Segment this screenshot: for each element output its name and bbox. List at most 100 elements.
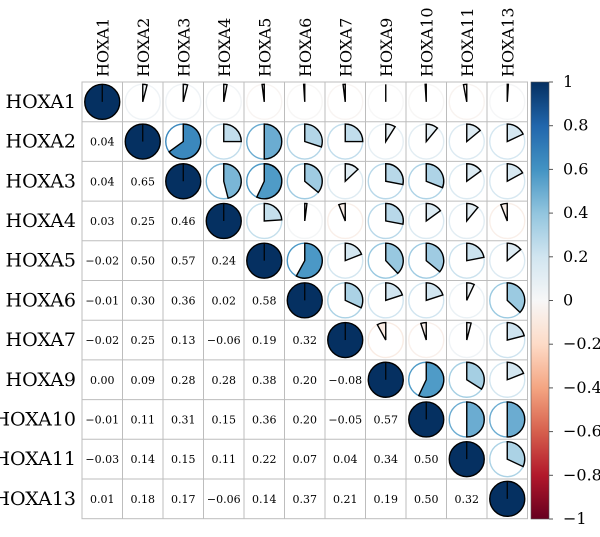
- pie-cell: [408, 202, 445, 240]
- colorbar-tick-label: 0.4: [563, 203, 588, 222]
- pie-slice: [466, 163, 482, 183]
- cell-value: 0.17: [171, 493, 196, 506]
- cell-value: 0.50: [131, 255, 156, 268]
- row-label: HOXA13: [0, 488, 76, 510]
- pie-slice: [263, 202, 283, 222]
- column-label: HOXA11: [458, 7, 477, 77]
- cell-value: −0.03: [85, 453, 119, 466]
- pie-slice: [506, 83, 510, 102]
- pie-cell: [327, 202, 364, 240]
- pie-slice: [466, 202, 479, 223]
- pie-cell: [367, 83, 404, 121]
- pie-slice: [506, 361, 525, 381]
- pie-cell: [327, 83, 364, 121]
- cell-value: 0.22: [252, 453, 277, 466]
- pie-slice: [499, 202, 508, 222]
- pie-cell: [165, 123, 202, 160]
- pie-cell: [448, 202, 485, 240]
- pie-cell: [327, 123, 364, 160]
- cell-value: 0.32: [455, 493, 480, 506]
- pie-cell: [367, 321, 404, 359]
- row-label: HOXA7: [6, 329, 76, 351]
- pie-cell: [408, 242, 445, 279]
- cell-value: 0.15: [171, 453, 196, 466]
- pie-cell: [448, 401, 485, 438]
- pie-cell: [448, 242, 485, 279]
- cell-value: 0.11: [131, 413, 156, 426]
- pie-slice: [424, 83, 427, 102]
- pie-cell: [246, 163, 283, 200]
- pie-slice: [385, 163, 404, 186]
- colorbar-tick-label: −0.6: [563, 422, 600, 441]
- pie-slice: [223, 163, 242, 200]
- pie-slice: [223, 123, 242, 143]
- cell-value: 0.34: [374, 453, 399, 466]
- cell-value: 0.13: [171, 334, 196, 347]
- pie-slice: [425, 202, 442, 223]
- pie-slice: [466, 242, 485, 262]
- colorbar-tick-label: −0.8: [563, 465, 600, 484]
- cell-value: 0.24: [212, 255, 237, 268]
- cell-value: 0.31: [171, 413, 196, 426]
- cell-value: 0.30: [131, 294, 156, 307]
- cell-value: 0.04: [90, 175, 115, 188]
- pie-slice: [466, 321, 472, 341]
- colorbar-tick-label: −1: [563, 509, 587, 528]
- row-label: HOXA5: [6, 250, 76, 272]
- pie-slice: [344, 242, 363, 262]
- cell-value: 0.57: [171, 255, 196, 268]
- pie-cell: [367, 282, 404, 319]
- cell-value: 0.36: [252, 413, 277, 426]
- cell-value: 0.57: [374, 413, 399, 426]
- pie-cell: [448, 361, 485, 398]
- cell-value: 0.65: [131, 175, 156, 188]
- column-label: HOXA3: [174, 18, 193, 77]
- pie-cell: [448, 83, 485, 121]
- pie-slice: [506, 123, 525, 143]
- pie-cell: [367, 202, 404, 240]
- row-label: HOXA1: [6, 91, 76, 113]
- cell-value: 0.25: [131, 334, 156, 347]
- cell-value: 0.20: [293, 413, 318, 426]
- cell-value: 0.15: [212, 413, 237, 426]
- cell-value: −0.01: [85, 294, 119, 307]
- row-label: HOXA4: [6, 210, 76, 232]
- pie-cell: [489, 83, 526, 121]
- cell-value: −0.08: [328, 374, 362, 387]
- pie-slice: [304, 202, 308, 222]
- colorbar-gradient: [530, 81, 550, 520]
- pie-slice: [385, 282, 404, 302]
- pie-cell: [205, 83, 242, 121]
- pie-slice: [506, 242, 522, 263]
- pie-slice: [462, 83, 468, 102]
- colorbar-tick-label: 1: [563, 72, 573, 91]
- pie-slice: [506, 321, 526, 341]
- column-label: HOXA6: [296, 18, 315, 77]
- colorbar-tick-label: −0.4: [563, 378, 600, 397]
- colorbar: 1 0.8 0.6 0.4 0.2 0 −0.2 −0.4 −0.6 −0.8 −1: [530, 72, 600, 528]
- pie-slice: [506, 440, 526, 468]
- column-label: HOXA4: [215, 18, 234, 77]
- pie-cell: [489, 440, 526, 478]
- column-label: HOXA9: [377, 18, 396, 77]
- pie-cell: [489, 401, 526, 438]
- pie-cell: [327, 242, 364, 279]
- pie-slice: [344, 123, 364, 143]
- pie-slice: [419, 321, 427, 341]
- cell-value: −0.01: [85, 413, 119, 426]
- pie-cell: [448, 321, 485, 359]
- row-label: HOXA3: [6, 170, 76, 192]
- colorbar-tick-label: −0.2: [563, 334, 600, 353]
- column-label: HOXA5: [255, 18, 274, 77]
- cell-value: 0.02: [212, 294, 237, 307]
- pie-cell: [448, 282, 485, 319]
- pie-slice: [261, 83, 265, 102]
- pie-cell: [408, 321, 445, 359]
- column-label: HOXA1: [93, 18, 112, 77]
- cell-value: 0.11: [212, 453, 237, 466]
- cell-value: 0.14: [252, 493, 277, 506]
- column-label: HOXA10: [417, 7, 436, 77]
- cell-value: −0.02: [85, 255, 119, 268]
- cell-value: 0.38: [252, 374, 277, 387]
- pie-slice: [142, 83, 148, 103]
